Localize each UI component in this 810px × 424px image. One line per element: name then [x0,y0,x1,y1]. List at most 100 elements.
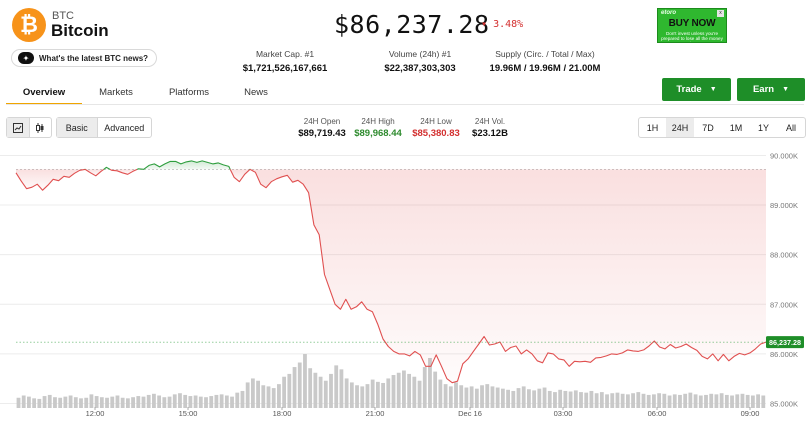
ad-close-icon[interactable]: x [717,10,724,17]
chevron-down-icon: ▼ [709,86,717,93]
x-tick-label: 03:00 [554,409,573,418]
volume-bar [303,354,307,408]
volume-bar [688,392,693,408]
volume-bar [490,386,495,408]
earn-button[interactable]: Earn ▼ [737,78,805,101]
range-1m-button[interactable]: 1M [729,122,743,133]
price-change: ▾ 3.48% [481,19,523,30]
volume-bar [245,382,250,408]
tab-platforms[interactable]: Platforms [168,87,210,98]
y-tick-label: 90.000K [770,151,798,160]
volume-bar [610,393,615,408]
volume-bar [370,379,375,408]
ohlc-volume-value: $23.12B [472,128,508,139]
volume-bar [277,384,281,408]
volume-bar [693,394,698,408]
volume-bar [282,376,287,408]
volume-bar [381,382,385,408]
volume-bar [89,394,94,408]
volume-bar [32,398,37,408]
volume-bar [266,386,271,408]
x-tick-label: 06:00 [648,409,667,418]
price-line-down [15,168,86,191]
tab-news[interactable]: News [244,87,268,98]
range-all-button[interactable]: All [785,122,796,133]
volume-bar [313,372,318,408]
time-range-selector: 1H 24H 7D 1M 1Y All [638,117,806,138]
volume-bar [193,395,198,408]
ohlc-open-value: $89,719.43 [298,128,346,139]
volume-bar [73,397,78,408]
volume-bar [480,385,484,408]
range-1y-button[interactable]: 1Y [757,122,769,133]
y-tick-label: 87.000K [770,300,798,309]
volume-bar [459,385,464,408]
tab-markets[interactable]: Markets [99,87,133,98]
range-24h-button[interactable]: 24H [666,118,694,137]
line-chart-icon[interactable] [7,118,29,137]
ai-news-prompt-button[interactable]: ✦ What's the latest BTC news? [11,49,158,67]
volume-bar [542,387,547,408]
current-price-tag-label: 86,237.28 [769,338,801,347]
range-1h-button[interactable]: 1H [646,122,659,133]
volume-bar [740,393,745,408]
volume-bar [105,397,109,408]
volume-bar [355,385,359,408]
volume-bar [27,396,31,408]
volume-bar [579,392,583,408]
volume-bar [391,375,396,408]
stat-supply: Supply (Circ. / Total / Max) 19.96M / 19… [470,49,620,74]
advertisement-banner[interactable]: etoro x BUY NOW Don't invest unless you'… [657,8,727,43]
volume-bar [464,387,469,408]
current-price-tag [766,336,804,349]
ohlc-label: 24H Open [303,117,341,126]
x-tick-label: 12:00 [86,409,105,418]
volume-bar [42,396,47,408]
volume-bar [297,362,302,408]
stat-value: $22,387,303,303 [384,63,456,74]
y-tick-label: 88.000K [770,251,798,260]
volume-bar [641,393,646,408]
trade-label: Trade [676,84,702,95]
volume-bar [709,393,714,408]
range-7d-button[interactable]: 7D [702,122,714,133]
volume-bar [678,394,682,408]
volume-bar [724,394,729,408]
volume-bar [334,365,339,408]
mode-basic-button[interactable]: Basic [57,118,97,137]
trade-button[interactable]: Trade ▼ [662,78,731,101]
section-tabs: Overview Markets Platforms News [6,80,646,105]
candlestick-icon[interactable] [30,118,52,137]
tab-overview[interactable]: Overview [22,87,66,98]
volume-bar [115,395,120,408]
volume-bar [47,394,52,408]
volume-bars [16,354,766,408]
volume-bar [146,394,151,408]
chart-type-toggle [6,117,52,138]
ohlc-high-value: $89,968.44 [354,128,402,139]
volume-bar [558,389,563,408]
volume-bar [683,393,688,408]
volume-bar [172,394,177,408]
volume-bar [162,397,167,408]
volume-bar [672,394,677,408]
volume-bar [547,390,552,408]
volume-bar [329,373,333,408]
x-tick-label: 21:00 [366,409,385,418]
volume-bar [84,397,89,408]
volume-bar [318,376,323,408]
volume-bar [636,392,641,408]
price-chart[interactable]: 90.000K 89.000K 88.000K 87.000K 86.000K 85.00… [0,144,810,424]
volume-bar [443,384,448,408]
mode-advanced-button[interactable]: Advanced [104,122,145,133]
volume-bar [407,373,412,408]
x-tick-label: Dec 16 [458,409,482,418]
volume-bar [568,391,573,408]
volume-bar [532,390,537,408]
price-line [15,160,767,384]
volume-bar [167,396,172,408]
area-above-open [137,160,231,170]
volume-bar [428,357,432,408]
chart-area-fills [16,160,767,383]
x-tick-label: 15:00 [179,409,198,418]
